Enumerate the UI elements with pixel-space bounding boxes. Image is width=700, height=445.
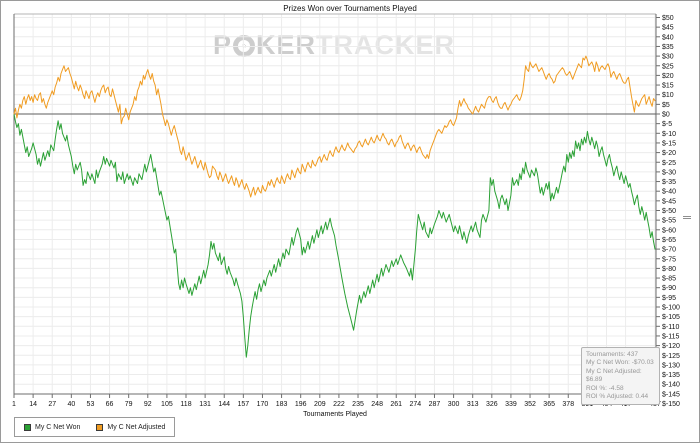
- x-tick-label: 339: [505, 401, 517, 408]
- x-tick-label: 157: [238, 401, 250, 408]
- summary-roi: ROI %: -4.58: [586, 384, 624, 392]
- y-tick-label: $-120: [662, 343, 680, 350]
- y-tick-label: $-115: [662, 333, 679, 340]
- y-tick-label: $45: [662, 25, 674, 32]
- watermark-text-ker: KER: [256, 30, 317, 60]
- y-tick-label: $-140: [662, 382, 680, 389]
- splitter-grip-icon[interactable]: [683, 215, 691, 220]
- x-tick-label: 66: [106, 401, 114, 408]
- legend-item-net-won[interactable]: My C Net Won: [24, 423, 81, 431]
- y-tick-label: $5: [662, 102, 670, 109]
- x-tick-label: 261: [390, 401, 402, 408]
- x-tick-label: 222: [333, 401, 345, 408]
- gridlines: [14, 14, 656, 394]
- y-tick-label: $-50: [662, 208, 676, 215]
- series-line-net-adjusted: [13, 55, 656, 198]
- y-tick-label: $-35: [662, 179, 676, 186]
- x-tick-label: 183: [276, 401, 288, 408]
- y-tick-label: $-145: [662, 391, 680, 398]
- y-tick-label: $-10: [662, 131, 676, 138]
- legend-label-net-won: My C Net Won: [35, 423, 81, 431]
- y-tick-label: $-70: [662, 247, 676, 254]
- x-tick-label: 79: [125, 401, 133, 408]
- x-tick-label: 365: [543, 401, 555, 408]
- x-tick-label: 287: [429, 401, 441, 408]
- net-adjusted-swatch-icon: [96, 423, 104, 431]
- y-tick-label: $0: [662, 112, 670, 119]
- y-tick-label: $-55: [662, 218, 676, 225]
- y-tick-label: $-100: [662, 305, 680, 312]
- x-tick-label: 196: [295, 401, 307, 408]
- y-tick-label: $-75: [662, 256, 676, 263]
- summary-stats-box: Tournaments: 437 My C Net Won: -$70.03 M…: [581, 347, 660, 406]
- legend-item-net-adjusted[interactable]: My C Net Adjusted: [96, 423, 166, 431]
- y-tick-label: $-95: [662, 295, 676, 302]
- y-tick-label: $-65: [662, 237, 676, 244]
- y-tick-label: $-60: [662, 227, 676, 234]
- y-tick-label: $-25: [662, 160, 676, 167]
- x-tick-label: 300: [448, 401, 460, 408]
- y-tick-label: $-85: [662, 276, 676, 283]
- y-tick-label: $-30: [662, 169, 676, 176]
- y-tick-label: $-150: [662, 401, 680, 408]
- x-tick-label: 170: [257, 401, 269, 408]
- y-tick-label: $-130: [662, 362, 680, 369]
- y-tick-label: $-105: [662, 314, 680, 321]
- x-tick-label: 1: [12, 401, 16, 408]
- summary-net-adjusted: My C Net Adjusted: $6.89: [586, 367, 642, 384]
- x-tick-label: 131: [199, 401, 211, 408]
- y-tick-label: $25: [662, 63, 674, 70]
- x-tick-label: 248: [371, 401, 383, 408]
- y-tick-label: $-20: [662, 150, 676, 157]
- y-tick-label: $-110: [662, 324, 679, 331]
- axes: [13, 13, 660, 405]
- y-tick-label: $35: [662, 44, 674, 51]
- x-tick-label: 118: [180, 401, 191, 408]
- x-tick-label: 27: [48, 401, 56, 408]
- chart-title: Prizes Won over Tournaments Played: [283, 4, 417, 13]
- x-tick-label: 326: [486, 401, 498, 408]
- y-tick-label: $-15: [662, 140, 676, 147]
- y-tick-label: $30: [662, 54, 674, 61]
- x-tick-label: 40: [67, 401, 75, 408]
- y-tick-label: $-40: [662, 189, 676, 196]
- series-lines: [13, 55, 656, 358]
- legend-box: My C Net Won My C Net Adjusted: [14, 417, 176, 437]
- x-tick-label: 209: [314, 401, 326, 408]
- legend-label-net-adjusted: My C Net Adjusted: [107, 423, 166, 431]
- x-tick-label: 14: [29, 401, 37, 408]
- watermark-text-p: P: [212, 30, 232, 60]
- y-tick-label: $15: [662, 83, 674, 90]
- x-tick-label: 352: [524, 401, 536, 408]
- x-tick-label: 313: [467, 401, 479, 408]
- y-tick-label: $-5: [662, 121, 672, 128]
- y-tick-label: $-135: [662, 372, 680, 379]
- y-tick-label: $-45: [662, 198, 676, 205]
- x-tick-label: 144: [218, 401, 230, 408]
- y-tick-label: $20: [662, 73, 674, 80]
- x-tick-label: 92: [144, 401, 152, 408]
- y-tick-label: $40: [662, 34, 674, 41]
- x-axis-title: Tournaments Played: [303, 411, 367, 418]
- y-tick-label: $10: [662, 92, 674, 99]
- y-tick-label: $-90: [662, 285, 676, 292]
- axis-labels: 1 14 27 40 53 66 79 92 105 118 131 144 157 170 183 196 2…: [12, 15, 680, 418]
- y-tick-label: $-80: [662, 266, 676, 273]
- series-line-net-won: [13, 113, 656, 358]
- summary-roi-adjusted: ROI % Adjusted: 0.44: [586, 393, 649, 401]
- x-tick-label: 105: [161, 401, 173, 408]
- x-tick-label: 378: [562, 401, 574, 408]
- y-tick-label: $-125: [662, 353, 680, 360]
- summary-net-won: My C Net Won: -$70.03: [586, 359, 654, 367]
- x-tick-label: 53: [87, 401, 95, 408]
- x-tick-label: 235: [352, 401, 364, 408]
- x-tick-label: 274: [410, 401, 422, 408]
- summary-tournaments: Tournaments: 437: [586, 351, 639, 358]
- net-won-swatch-icon: [24, 423, 31, 431]
- y-tick-label: $50: [662, 15, 674, 22]
